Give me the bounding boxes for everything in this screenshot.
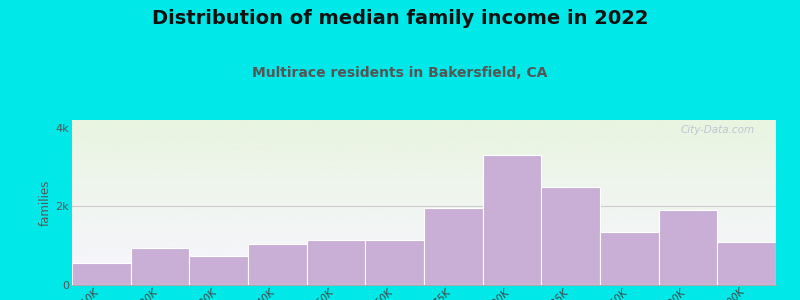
Text: Multirace residents in Bakersfield, CA: Multirace residents in Bakersfield, CA [252, 66, 548, 80]
Bar [130, 248, 190, 285]
Bar [306, 240, 366, 285]
Bar [190, 256, 248, 285]
Text: Distribution of median family income in 2022: Distribution of median family income in … [152, 9, 648, 28]
Bar [658, 210, 718, 285]
Bar [600, 232, 658, 285]
Y-axis label: families: families [38, 179, 51, 226]
Bar [718, 242, 776, 285]
Bar [542, 187, 600, 285]
Bar [248, 244, 306, 285]
Bar [366, 240, 424, 285]
Text: City-Data.com: City-Data.com [681, 125, 755, 135]
Bar [482, 155, 542, 285]
Bar [424, 208, 482, 285]
Bar [72, 263, 130, 285]
